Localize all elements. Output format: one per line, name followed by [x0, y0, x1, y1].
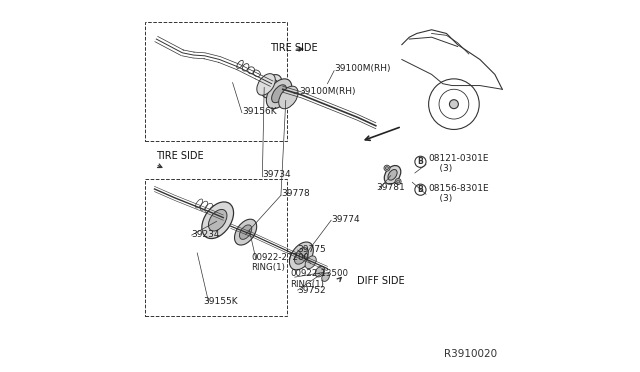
Text: 39156K: 39156K [242, 107, 276, 116]
Circle shape [385, 167, 388, 170]
Ellipse shape [266, 80, 277, 93]
Text: TIRE SIDE: TIRE SIDE [270, 44, 318, 53]
Ellipse shape [278, 86, 298, 109]
Ellipse shape [305, 256, 316, 269]
Bar [145, 22, 287, 141]
Circle shape [395, 179, 401, 185]
Ellipse shape [322, 273, 330, 281]
Text: B: B [417, 185, 423, 194]
Circle shape [415, 156, 426, 167]
Bar [145, 179, 287, 316]
Text: 39234: 39234 [191, 230, 220, 239]
Text: B: B [417, 157, 423, 166]
Ellipse shape [266, 79, 292, 109]
Circle shape [415, 184, 426, 195]
Ellipse shape [271, 85, 287, 103]
Text: R3910020: R3910020 [444, 349, 497, 359]
Text: 39734: 39734 [262, 170, 291, 179]
Text: DIFF SIDE: DIFF SIDE [357, 276, 405, 286]
Ellipse shape [239, 225, 252, 240]
Text: 39774: 39774 [331, 215, 360, 224]
Ellipse shape [209, 209, 227, 231]
Text: 39775: 39775 [298, 245, 326, 254]
Text: 39100M(RH): 39100M(RH) [300, 87, 356, 96]
Circle shape [449, 100, 458, 109]
Text: 39752: 39752 [298, 286, 326, 295]
Text: 39778: 39778 [281, 189, 310, 198]
Text: 39781: 39781 [376, 183, 404, 192]
Ellipse shape [388, 170, 397, 180]
Text: 08156-8301E
    (3): 08156-8301E (3) [428, 184, 488, 203]
Circle shape [397, 180, 399, 183]
Text: 39100M(RH): 39100M(RH) [334, 64, 390, 73]
Text: 39155K: 39155K [203, 297, 237, 306]
Ellipse shape [289, 242, 314, 270]
Ellipse shape [257, 74, 275, 95]
Ellipse shape [384, 166, 401, 184]
Ellipse shape [234, 219, 257, 245]
Text: TIRE SIDE: TIRE SIDE [156, 151, 204, 161]
Ellipse shape [202, 202, 234, 238]
Ellipse shape [262, 75, 282, 98]
Text: 00922-27200
RING(1): 00922-27200 RING(1) [251, 253, 309, 272]
Ellipse shape [316, 266, 324, 277]
Text: 08121-0301E
    (3): 08121-0301E (3) [428, 154, 488, 173]
Circle shape [384, 165, 390, 171]
Ellipse shape [294, 248, 308, 264]
Text: 00922-13500
RING(1): 00922-13500 RING(1) [291, 269, 348, 289]
